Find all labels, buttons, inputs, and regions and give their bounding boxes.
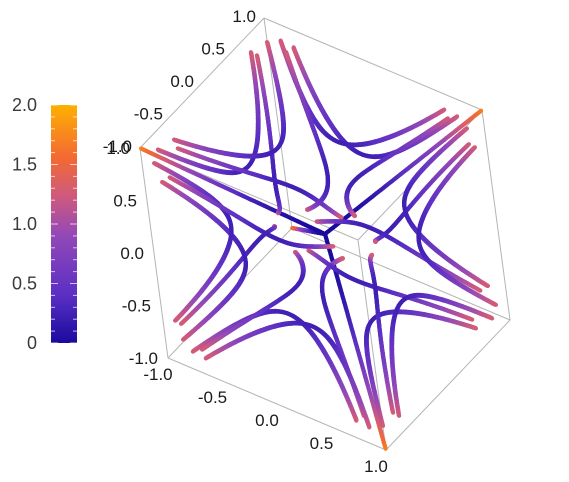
streamlines (139, 38, 498, 451)
streamline-segment (284, 49, 290, 58)
streamline-segment (321, 231, 327, 236)
streamline-segment (278, 39, 284, 47)
streamline-segment (200, 345, 208, 352)
z-tick-label: 0.5 (113, 192, 137, 211)
axis-ticks: -1.0-0.50.00.51.0-1.0-0.50.00.51.0-1.0-0… (103, 7, 388, 476)
streamline-segment (254, 53, 260, 61)
colorbar: 0 0.5 1.0 1.5 2.0 (12, 95, 77, 353)
y-tick-label: 0.0 (170, 72, 194, 91)
streamline-segment (204, 354, 211, 360)
colorbar-tick-label: 1.5 (12, 155, 37, 175)
z-tick-label: 1.0 (106, 139, 130, 158)
x-tick-label: 1.0 (364, 457, 388, 476)
colorbar-tick-label: 2.0 (12, 95, 37, 115)
colorbar-ticks: 0 0.5 1.0 1.5 2.0 (12, 95, 77, 353)
colorbar-tick-label: 0 (27, 333, 37, 353)
streamline-segment (490, 301, 498, 307)
streamline-segment (181, 335, 188, 342)
y-tick-label: 0.5 (201, 40, 225, 59)
y-tick-label: 1.0 (232, 7, 256, 26)
streamline-segment (264, 39, 270, 48)
z-tick-label: -0.5 (122, 297, 151, 316)
z-tick-label: -1.0 (129, 349, 158, 368)
streamline-segment (248, 50, 254, 58)
box-edge (385, 319, 511, 451)
y-tick-label: -1.0 (103, 137, 132, 156)
box-edge (139, 147, 169, 359)
streamline-segment (475, 287, 483, 293)
box-edge (481, 109, 511, 321)
box-edge (263, 17, 483, 111)
z-tick-label: 0.0 (120, 244, 144, 263)
streamline-segment (467, 316, 475, 322)
streamline-segment (482, 282, 490, 288)
streamline-segment (291, 46, 297, 54)
colorbar-tick-label: 0.5 (12, 274, 37, 294)
streamline-segment (179, 319, 186, 326)
streamline-segment (487, 315, 495, 321)
x-tick-label: -1.0 (143, 365, 172, 384)
x-tick-label: 0.5 (310, 434, 334, 453)
x-tick-label: -0.5 (198, 388, 227, 407)
y-tick-label: -0.5 (134, 105, 163, 124)
box-edge (167, 357, 387, 451)
colorbar-tick-label: 1.0 (12, 214, 37, 234)
box-edge (139, 17, 265, 149)
streamline-segment (173, 316, 180, 323)
x-tick-label: 0.0 (255, 411, 279, 430)
streamline-segment (471, 325, 478, 331)
streamline-segment (191, 347, 198, 353)
